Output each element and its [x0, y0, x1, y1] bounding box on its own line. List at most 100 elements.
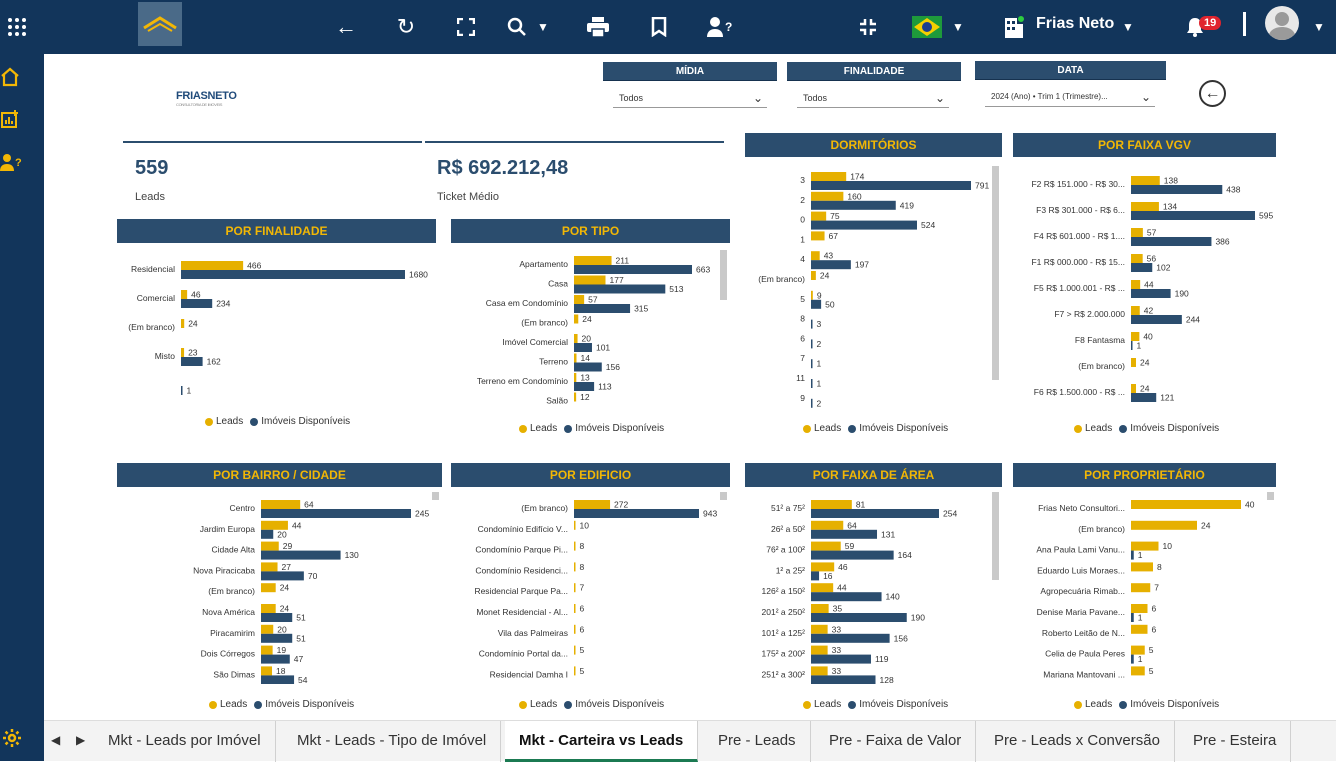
- bar-leads[interactable]: [1131, 666, 1145, 676]
- bar-imoveis[interactable]: [811, 550, 894, 560]
- bar-leads[interactable]: [574, 314, 579, 324]
- bar-imoveis[interactable]: [811, 220, 917, 230]
- settings-icon[interactable]: [2, 728, 22, 754]
- bar-leads[interactable]: [1131, 228, 1143, 237]
- bar-leads[interactable]: [1131, 384, 1137, 393]
- bar-leads[interactable]: [1131, 562, 1153, 572]
- scrollbar[interactable]: [1267, 492, 1274, 500]
- bar-imoveis[interactable]: [261, 529, 274, 539]
- bar-leads[interactable]: [574, 392, 577, 402]
- bar-imoveis[interactable]: [1131, 341, 1133, 350]
- bar-imoveis[interactable]: [811, 592, 882, 602]
- bar-imoveis[interactable]: [1131, 315, 1182, 324]
- scrollbar[interactable]: [720, 250, 727, 300]
- bar-imoveis[interactable]: [811, 299, 822, 309]
- bar-imoveis[interactable]: [811, 379, 813, 388]
- bar-leads[interactable]: [1131, 624, 1148, 634]
- bar-leads[interactable]: [1131, 358, 1137, 367]
- bar-leads[interactable]: [811, 191, 844, 201]
- bar-imoveis[interactable]: [574, 304, 631, 313]
- bar-leads[interactable]: [811, 251, 820, 261]
- bar-imoveis[interactable]: [1131, 654, 1134, 664]
- bar-imoveis[interactable]: [181, 299, 213, 308]
- bar-leads[interactable]: [1131, 604, 1148, 613]
- bar-imoveis[interactable]: [811, 613, 907, 622]
- bar-leads[interactable]: [181, 261, 244, 270]
- bar-imoveis[interactable]: [261, 675, 295, 685]
- bar-leads[interactable]: [1131, 520, 1197, 530]
- chevron-down-icon[interactable]: ▼: [537, 20, 549, 34]
- home-icon[interactable]: [0, 67, 24, 91]
- bar-imoveis[interactable]: [1131, 393, 1157, 402]
- report-add-icon[interactable]: [0, 109, 24, 133]
- tab-pre-esteira[interactable]: Pre - Esteira: [1179, 721, 1292, 762]
- bar-leads[interactable]: [811, 562, 835, 572]
- bar-leads[interactable]: [574, 334, 578, 343]
- bar-leads[interactable]: [811, 583, 834, 593]
- scrollbar[interactable]: [432, 492, 439, 500]
- bar-leads[interactable]: [261, 604, 276, 613]
- bar-leads[interactable]: [574, 295, 585, 304]
- bar-imoveis[interactable]: [261, 633, 293, 643]
- back-arrow-icon[interactable]: ←: [335, 14, 357, 39]
- bar-leads[interactable]: [574, 353, 577, 363]
- bar-leads[interactable]: [261, 583, 276, 593]
- bar-leads[interactable]: [811, 541, 841, 551]
- avatar-icon[interactable]: [1265, 6, 1299, 40]
- bar-imoveis[interactable]: [1131, 550, 1134, 560]
- bar-leads[interactable]: [811, 645, 828, 655]
- collapse-icon[interactable]: [851, 10, 885, 44]
- bar-leads[interactable]: [811, 211, 827, 221]
- bar-leads[interactable]: [1131, 254, 1143, 263]
- bar-leads[interactable]: [574, 604, 576, 613]
- bar-leads[interactable]: [261, 624, 274, 634]
- bar-imoveis[interactable]: [811, 359, 813, 369]
- bar-leads[interactable]: [1131, 583, 1151, 593]
- search-icon[interactable]: [500, 10, 534, 44]
- bar-imoveis[interactable]: [261, 654, 290, 664]
- apps-grid-icon[interactable]: [0, 10, 34, 44]
- bar-imoveis[interactable]: [181, 386, 183, 395]
- bar-imoveis[interactable]: [811, 398, 813, 408]
- bar-leads[interactable]: [1131, 176, 1160, 185]
- bar-imoveis[interactable]: [1131, 263, 1153, 272]
- bar-imoveis[interactable]: [811, 571, 820, 581]
- bar-imoveis[interactable]: [811, 509, 939, 518]
- bar-leads[interactable]: [1131, 280, 1141, 289]
- bar-imoveis[interactable]: [811, 633, 890, 643]
- bar-leads[interactable]: [811, 624, 828, 634]
- bar-leads[interactable]: [811, 231, 825, 241]
- bar-leads[interactable]: [261, 645, 273, 655]
- bar-leads[interactable]: [1131, 332, 1140, 341]
- bar-leads[interactable]: [261, 500, 301, 509]
- bar-imoveis[interactable]: [1131, 211, 1255, 220]
- bar-leads[interactable]: [261, 520, 288, 530]
- bar-leads[interactable]: [574, 666, 576, 676]
- scrollbar[interactable]: [992, 166, 999, 380]
- chevron-down-icon[interactable]: ▼: [1313, 20, 1325, 34]
- bar-leads[interactable]: [261, 666, 273, 676]
- bar-leads[interactable]: [574, 256, 612, 265]
- bar-leads[interactable]: [1131, 541, 1159, 551]
- bar-leads[interactable]: [574, 541, 576, 551]
- bar-leads[interactable]: [811, 520, 844, 530]
- bar-leads[interactable]: [1131, 500, 1241, 509]
- tab-pre-leads-x-conversao[interactable]: Pre - Leads x Conversão: [980, 721, 1175, 762]
- chevron-down-icon[interactable]: ▼: [952, 20, 964, 34]
- bar-leads[interactable]: [574, 583, 576, 593]
- bar-imoveis[interactable]: [811, 654, 871, 664]
- bar-leads[interactable]: [181, 348, 185, 357]
- next-page-icon[interactable]: ▶: [76, 733, 86, 747]
- bar-imoveis[interactable]: [574, 362, 602, 372]
- tab-mkt-leads-por-imovel[interactable]: Mkt - Leads por Imóvel: [94, 721, 276, 762]
- bar-imoveis[interactable]: [811, 319, 813, 329]
- bar-imoveis[interactable]: [261, 509, 411, 518]
- bar-imoveis[interactable]: [181, 270, 405, 279]
- bar-imoveis[interactable]: [811, 200, 896, 210]
- user-help-icon[interactable]: ?: [703, 10, 737, 44]
- scrollbar[interactable]: [720, 492, 727, 500]
- print-icon[interactable]: [581, 10, 615, 44]
- bar-leads[interactable]: [811, 604, 829, 613]
- bar-imoveis[interactable]: [261, 613, 293, 622]
- user-help-icon[interactable]: ?: [0, 153, 24, 177]
